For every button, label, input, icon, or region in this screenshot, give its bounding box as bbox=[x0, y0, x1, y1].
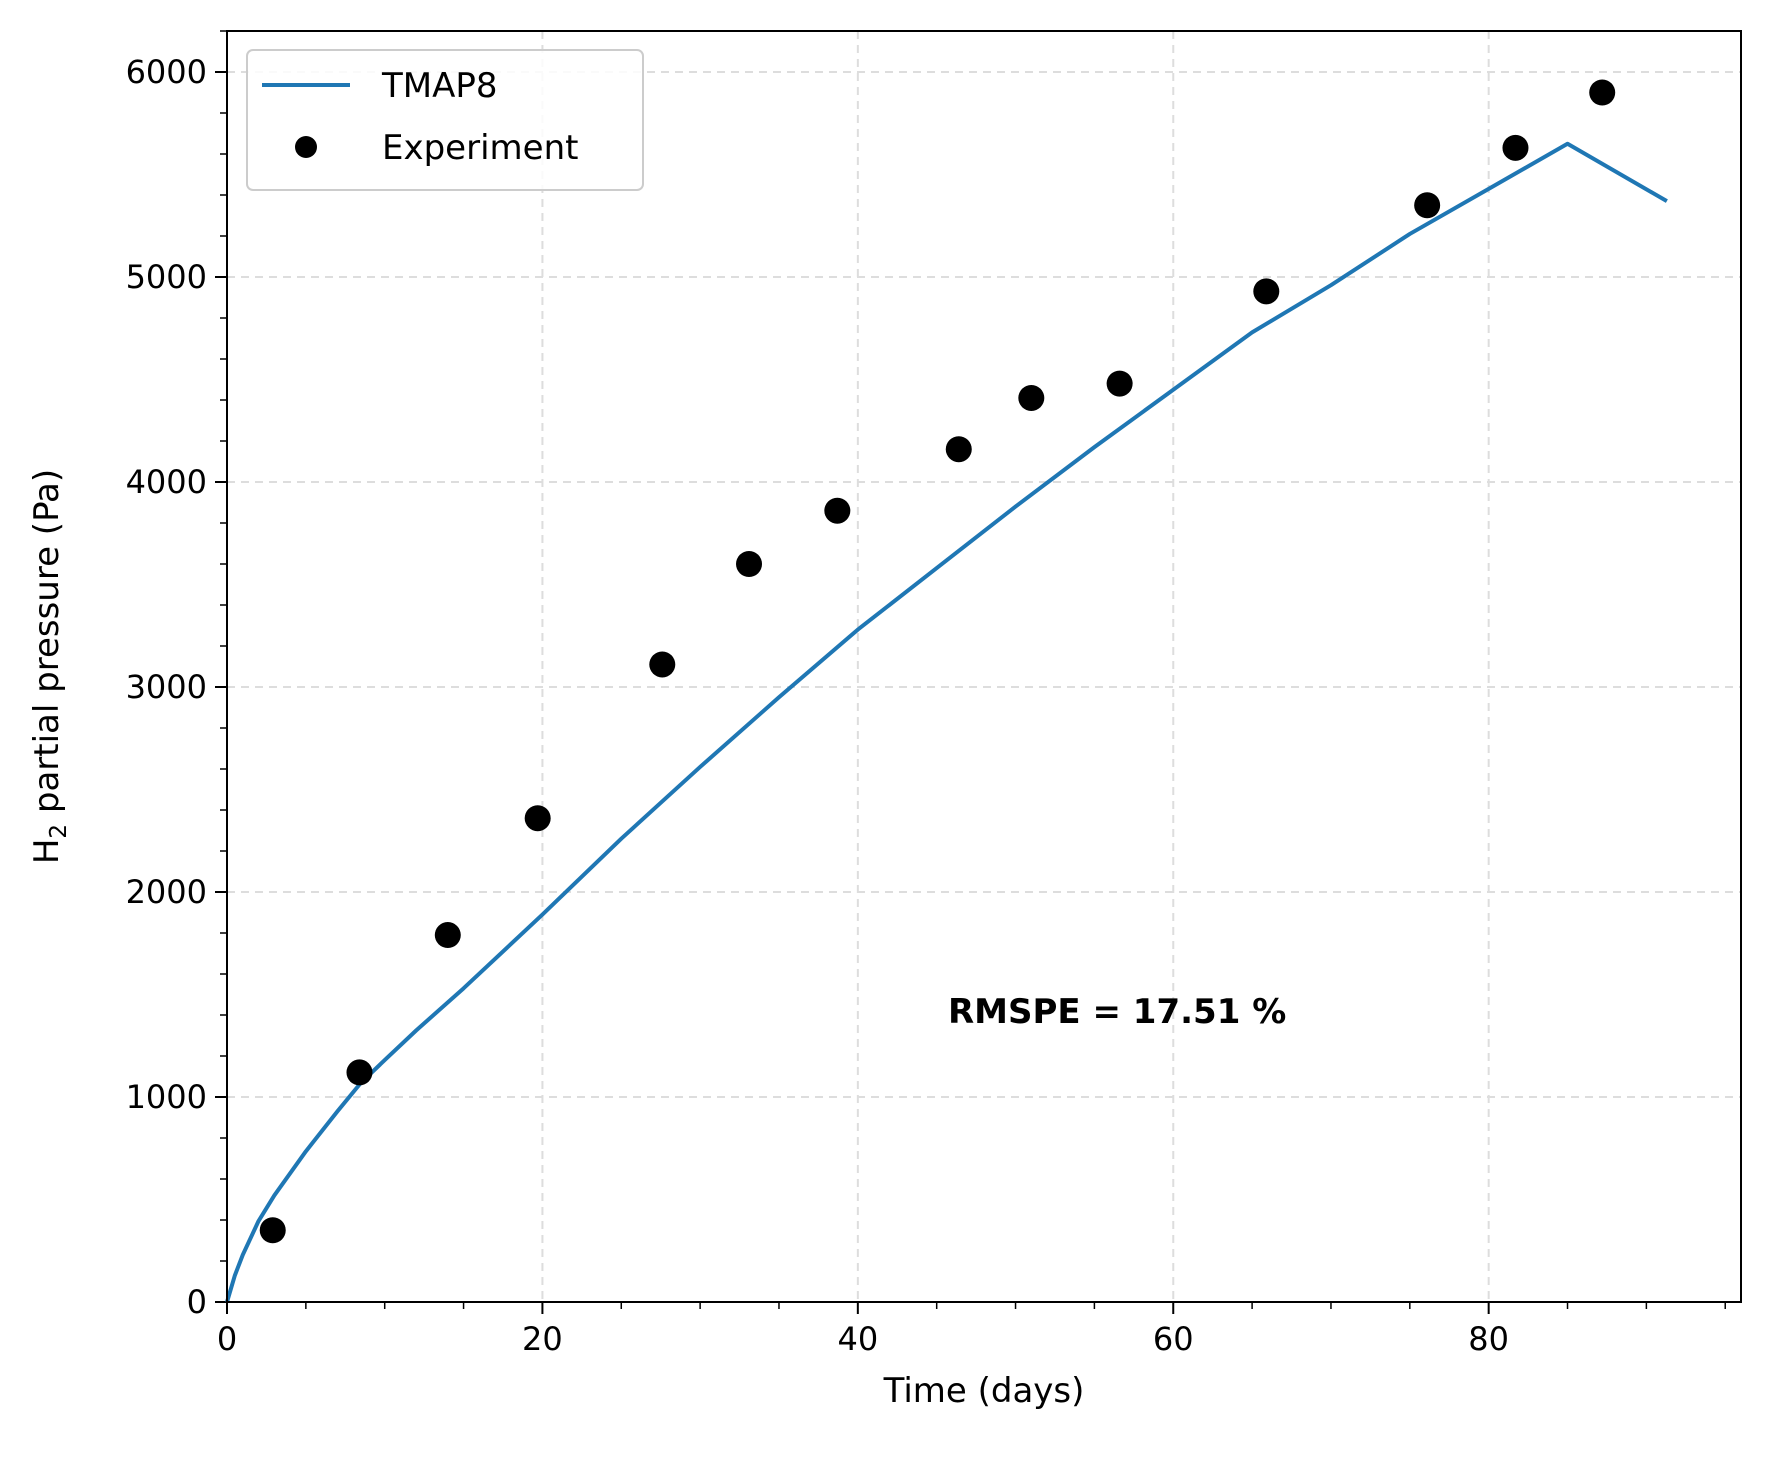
x-tick-label: 20 bbox=[522, 1320, 563, 1358]
minor-ticks bbox=[220, 30, 1726, 1309]
x-tick-label: 0 bbox=[217, 1320, 237, 1358]
experiment-data-point bbox=[259, 1217, 286, 1244]
x-tick-label: 40 bbox=[837, 1320, 878, 1358]
experiment-data-point bbox=[1018, 384, 1045, 411]
grid-lines bbox=[227, 31, 1741, 1302]
legend: TMAP8 Experiment bbox=[246, 49, 644, 191]
x-tick-label: 60 bbox=[1153, 1320, 1194, 1358]
experiment-data-point bbox=[736, 551, 763, 577]
y-tick-label: 0 bbox=[187, 1283, 207, 1321]
x-tick-label: 80 bbox=[1468, 1320, 1509, 1358]
y-tick-label: 1000 bbox=[126, 1078, 207, 1116]
experiment-data-point bbox=[524, 805, 551, 832]
experiment-data-point bbox=[1589, 79, 1616, 106]
y-tick-label: 3000 bbox=[126, 668, 207, 706]
experiment-data-point bbox=[1414, 192, 1441, 219]
experiment-data-point bbox=[346, 1059, 373, 1086]
y-axis-label-subscript: 2 bbox=[46, 824, 72, 839]
legend-marker-swatch bbox=[295, 136, 317, 158]
experiment-data-point bbox=[945, 436, 972, 463]
experiment-data-point bbox=[1253, 278, 1280, 305]
plot-frame bbox=[226, 30, 1742, 1303]
x-axis-label: Time (days) bbox=[883, 1371, 1085, 1411]
y-tick-label: 6000 bbox=[126, 53, 207, 91]
y-tick-label: 4000 bbox=[126, 463, 207, 501]
legend-label-experiment: Experiment bbox=[382, 128, 578, 168]
tmap8-series-line bbox=[225, 141, 1668, 1303]
axis-ticks: 0 20 40 60 80 0 1000 2000 3000 4000 5000 6000 bbox=[126, 53, 1509, 1358]
y-tick-label: 5000 bbox=[126, 258, 207, 296]
y-axis-label: H2 partial pressure (Pa) bbox=[27, 469, 72, 864]
experiment-data-point bbox=[1106, 370, 1133, 397]
y-tick-label: 2000 bbox=[126, 873, 207, 911]
experiment-data-point bbox=[434, 922, 461, 949]
y-axis-label-main: H bbox=[27, 839, 67, 865]
experiment-data-point bbox=[649, 651, 676, 678]
rmspe-annotation: RMSPE = 17.51 % bbox=[948, 992, 1286, 1032]
plot-series bbox=[225, 79, 1668, 1303]
experiment-data-point bbox=[1502, 134, 1529, 161]
y-axis-label-rest: partial pressure (Pa) bbox=[27, 469, 67, 824]
experiment-data-point bbox=[824, 497, 851, 524]
legend-label-tmap8: TMAP8 bbox=[381, 66, 498, 106]
